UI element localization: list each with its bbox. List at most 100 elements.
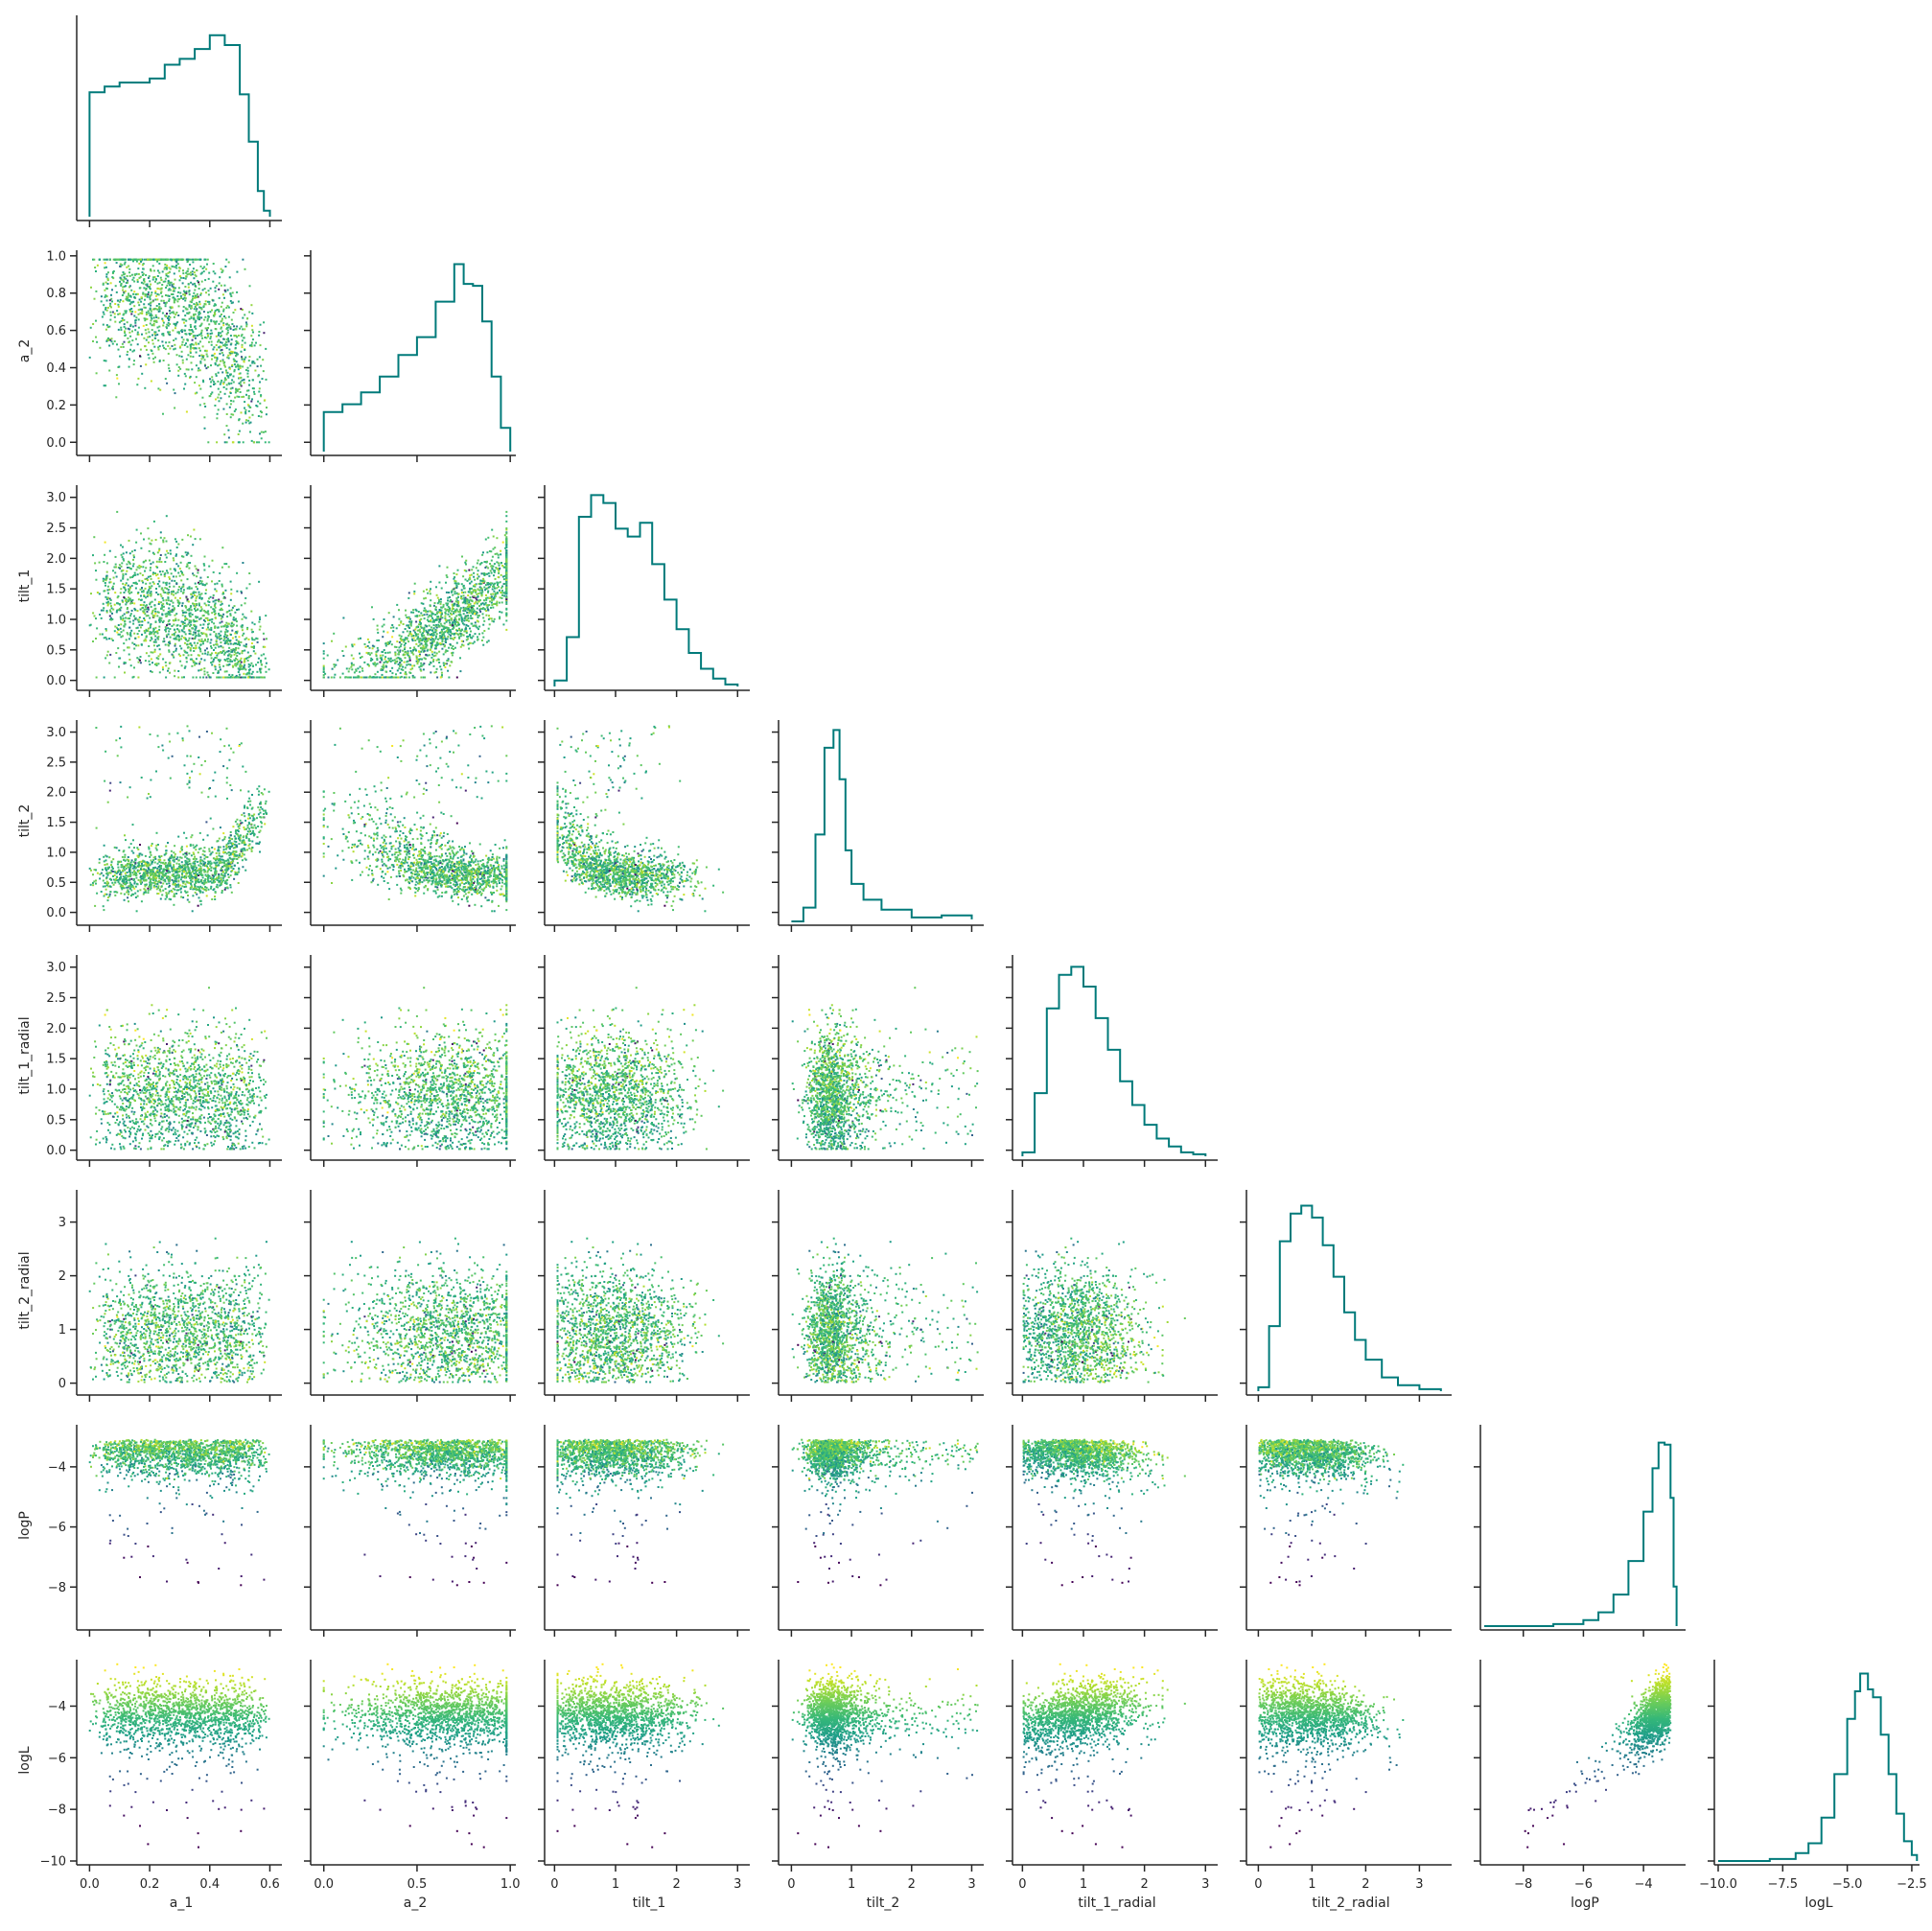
scatter-point	[161, 333, 164, 336]
scatter-point	[505, 531, 508, 534]
scatter-point	[120, 278, 123, 281]
scatter-point	[227, 261, 230, 264]
scatter-point	[210, 381, 213, 384]
scatter-point	[144, 319, 147, 322]
scatter-point	[217, 387, 220, 390]
scatter-point	[217, 340, 220, 343]
scatter-point	[168, 288, 171, 291]
scatter-point	[229, 656, 232, 658]
scatter-point	[175, 617, 177, 620]
scatter-point	[442, 605, 445, 608]
scatter-point	[231, 664, 234, 667]
scatter-point	[120, 636, 123, 639]
scatter-point	[187, 286, 190, 289]
scatter-point	[165, 599, 168, 602]
scatter-point	[494, 577, 497, 580]
scatter-point	[220, 314, 222, 315]
scatter-point	[131, 598, 134, 601]
scatter-point	[449, 600, 452, 603]
scatter-point	[378, 676, 381, 679]
scatter-point	[130, 584, 133, 587]
scatter-point	[483, 586, 486, 589]
scatter-point	[486, 551, 489, 554]
scatter-point	[264, 665, 267, 668]
scatter-point	[209, 676, 211, 679]
scatter-point	[347, 676, 350, 679]
scatter-point	[195, 310, 198, 313]
scatter-point	[447, 599, 449, 602]
scatter-point	[149, 542, 151, 545]
scatter-point	[150, 313, 152, 315]
scatter-point	[430, 646, 432, 649]
scatter-point	[410, 633, 413, 636]
scatter-point	[169, 323, 172, 326]
scatter-point	[244, 659, 246, 662]
scatter-point	[183, 631, 186, 634]
scatter-point	[149, 640, 151, 642]
scatter-point	[415, 655, 418, 658]
scatter-point	[176, 331, 179, 334]
scatter-point	[227, 654, 229, 657]
scatter-point	[204, 593, 207, 594]
scatter-point	[181, 572, 183, 575]
scatter-point	[186, 345, 189, 348]
scatter-point	[417, 611, 420, 613]
scatter-point	[230, 413, 233, 416]
scatter-point	[233, 409, 236, 412]
scatter-point	[198, 633, 200, 636]
scatter-point	[415, 658, 418, 661]
scatter-point	[117, 258, 120, 261]
scatter-point	[459, 607, 462, 610]
scatter-point	[253, 393, 256, 395]
scatter-point	[496, 604, 499, 607]
scatter-point	[212, 354, 215, 357]
scatter-point	[471, 637, 474, 640]
scatter-point	[386, 651, 389, 654]
scatter-point	[456, 621, 459, 623]
scatter-point	[121, 599, 124, 602]
scatter-point	[130, 313, 133, 315]
scatter-point	[461, 601, 464, 604]
scatter-point	[435, 659, 438, 662]
scatter-point	[233, 676, 236, 679]
scatter-point	[188, 317, 191, 320]
scatter-point	[438, 620, 440, 623]
scatter-point	[505, 510, 508, 513]
scatter-point	[227, 622, 230, 625]
scatter-point	[116, 343, 118, 346]
scatter-point	[151, 291, 153, 294]
scatter-point	[165, 515, 168, 518]
scatter-point	[229, 624, 232, 627]
scatter-point	[426, 644, 429, 647]
scatter-point	[137, 268, 140, 270]
scatter-point	[112, 608, 115, 611]
scatter-point	[465, 618, 468, 621]
scatter-point	[156, 260, 159, 263]
scatter-point	[242, 667, 244, 670]
scatter-point	[130, 629, 133, 632]
scatter-point	[169, 614, 172, 617]
scatter-point	[233, 325, 236, 328]
scatter-point	[195, 294, 197, 297]
scatter-point	[95, 578, 98, 581]
scatter-point	[425, 596, 427, 599]
scatter-point	[214, 290, 217, 292]
scatter-point	[122, 546, 124, 548]
scatter-point	[123, 323, 126, 326]
scatter-point	[181, 623, 184, 625]
scatter-point	[391, 659, 394, 662]
scatter-point	[118, 365, 121, 368]
scatter-point	[183, 625, 186, 627]
scatter-point	[156, 275, 159, 277]
scatter-point	[229, 403, 232, 406]
scatter-point	[414, 648, 417, 651]
scatter-point	[125, 298, 128, 301]
scatter-point	[505, 551, 508, 554]
scatter-point	[222, 639, 225, 641]
scatter-point	[408, 617, 411, 620]
scatter-point	[380, 668, 383, 670]
scatter-point	[245, 587, 248, 590]
scatter-point	[426, 638, 429, 640]
scatter-point	[418, 615, 421, 617]
scatter-point	[105, 628, 107, 630]
